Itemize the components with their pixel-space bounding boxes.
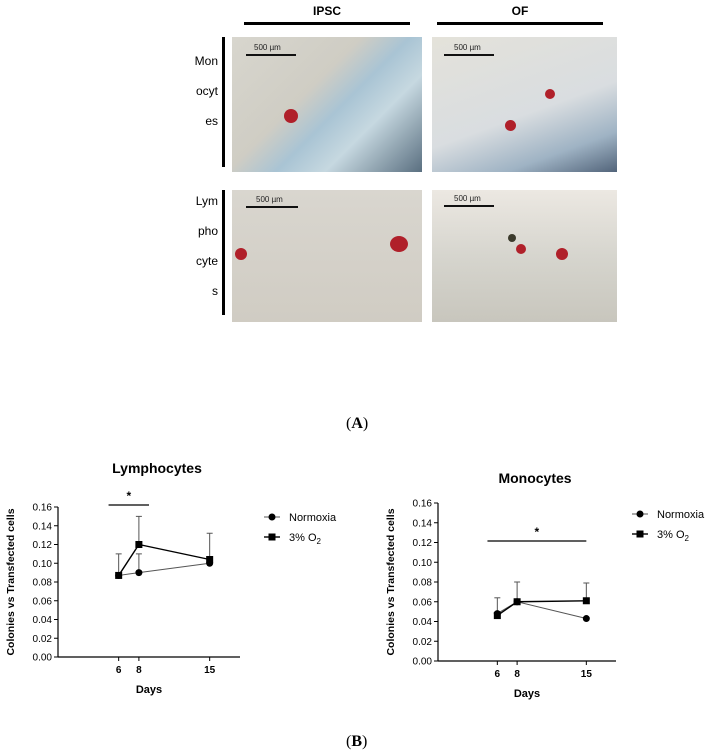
row-label-line: es: [205, 114, 218, 128]
micrograph-of-monocytes: 500 µm: [432, 37, 617, 172]
scale-bar-label: 500 µm: [256, 195, 283, 204]
chart-title: Lymphocytes: [112, 460, 202, 476]
data-point-normoxia: [135, 569, 143, 577]
caption-paren: ): [362, 733, 368, 750]
legend-marker-normoxia: [268, 513, 276, 521]
x-tick-label: 6: [495, 669, 501, 680]
y-tick-label: 0.06: [413, 597, 433, 608]
monocytes-chart: Monocytes 0.00 0.02 0.04 0.06 0.08 0.10 0.12 0.1…: [385, 470, 705, 700]
x-tick-label: 8: [514, 669, 520, 680]
data-point-hypoxia: [115, 571, 123, 579]
row-bar-monocytes: [222, 37, 225, 167]
data-point-hypoxia: [513, 598, 521, 606]
panel-b-caption: (B): [346, 733, 367, 751]
y-tick-label: 0.12: [413, 538, 433, 549]
y-tick-label: 0.04: [413, 617, 433, 628]
colony-marker: [516, 244, 526, 254]
y-axis-label: Colonies vs Transfected cells: [5, 508, 17, 655]
y-tick-label: 0.16: [33, 503, 53, 514]
lymphocytes-chart: Lymphocytes 0.00 0.02 0.04 0.06 0.08 0.10 0.12 0…: [5, 460, 337, 696]
data-point-hypoxia: [135, 541, 143, 548]
legend-label-hypoxia: 3% O2: [289, 532, 322, 546]
caption-letter: B: [351, 733, 362, 750]
micrograph-ipsc-monocytes: 500 µm: [232, 37, 422, 172]
scale-bar: [246, 206, 298, 208]
x-axis-label: Days: [514, 688, 540, 700]
y-tick-label: 0.06: [33, 596, 53, 607]
chart-title: Monocytes: [498, 470, 571, 486]
row-label-line: Mon: [194, 54, 218, 68]
data-point-hypoxia: [206, 556, 214, 563]
significance-label: *: [535, 525, 540, 539]
column-bar-ipsc: [244, 22, 410, 25]
scale-bar: [444, 205, 494, 207]
y-tick-label: 0.02: [413, 637, 433, 648]
scale-bar-label: 500 µm: [454, 194, 481, 203]
y-axis-label: Colonies vs Transfected cells: [385, 508, 397, 655]
series-line-normoxia: [497, 601, 587, 620]
colony-marker: [284, 109, 298, 123]
panel-a-caption: (A): [346, 415, 368, 433]
legend-marker-hypoxia: [636, 530, 644, 538]
y-tick-label: 0.14: [413, 518, 433, 529]
legend-marker-normoxia: [636, 510, 644, 518]
row-label-line: cyte: [195, 254, 218, 268]
y-tick-label: 0.12: [33, 540, 53, 551]
colony-marker: [235, 248, 247, 260]
caption-paren: (: [346, 733, 352, 750]
data-point-hypoxia: [582, 597, 590, 605]
colony-marker: [508, 234, 516, 242]
scale-bar: [444, 54, 494, 56]
y-tick-label: 0.00: [33, 653, 53, 664]
legend-label-normoxia: Normoxia: [657, 509, 705, 521]
colony-marker: [556, 248, 568, 260]
row-label-line: ocyt: [195, 84, 218, 98]
series-line-normoxia: [118, 562, 210, 576]
legend-marker-hypoxia: [268, 533, 276, 541]
x-tick-label: 15: [204, 665, 216, 676]
micrograph-of-lymphocytes: 500 µm: [432, 190, 617, 322]
row-bar-lymphocytes: [222, 190, 225, 315]
column-header-ipsc: IPSC: [312, 4, 341, 18]
x-tick-label: 15: [581, 669, 593, 680]
significance-label: *: [126, 489, 131, 503]
y-tick-label: 0.16: [413, 499, 433, 510]
scale-bar-label: 500 µm: [454, 43, 481, 52]
row-label-line: s: [212, 284, 218, 298]
y-tick-label: 0.02: [33, 634, 53, 645]
scale-bar-label: 500 µm: [254, 43, 281, 52]
y-tick-label: 0.00: [413, 657, 433, 668]
series-line-hypoxia: [118, 543, 210, 576]
column-header-of: OF: [511, 4, 529, 18]
y-tick-label: 0.14: [33, 521, 53, 532]
caption-letter: A: [351, 415, 363, 432]
x-tick-label: 6: [116, 665, 122, 676]
colony-marker: [545, 89, 555, 99]
colony-marker: [390, 236, 408, 252]
legend-label-normoxia: Normoxia: [289, 512, 337, 524]
y-tick-label: 0.08: [413, 578, 433, 589]
row-label-line: Lym: [195, 194, 218, 208]
row-label-monocytes: Mon ocyt es: [182, 54, 218, 144]
micrograph-ipsc-lymphocytes: 500 µm: [232, 190, 422, 322]
x-tick-label: 8: [136, 665, 142, 676]
column-bar-of: [437, 22, 603, 25]
caption-paren: ): [362, 415, 369, 432]
y-tick-label: 0.10: [413, 558, 433, 569]
y-tick-label: 0.04: [33, 615, 53, 626]
legend-label-hypoxia: 3% O2: [657, 529, 690, 543]
data-point-hypoxia: [493, 612, 501, 620]
y-tick-label: 0.10: [33, 559, 53, 570]
colony-marker: [505, 120, 516, 131]
caption-paren: (: [346, 415, 352, 432]
scale-bar: [246, 54, 296, 56]
row-label-line: pho: [197, 224, 218, 238]
data-point-normoxia: [582, 615, 590, 623]
y-tick-label: 0.08: [33, 578, 53, 589]
row-label-lymphocytes: Lym pho cyte s: [182, 194, 218, 314]
x-axis-label: Days: [136, 684, 162, 696]
